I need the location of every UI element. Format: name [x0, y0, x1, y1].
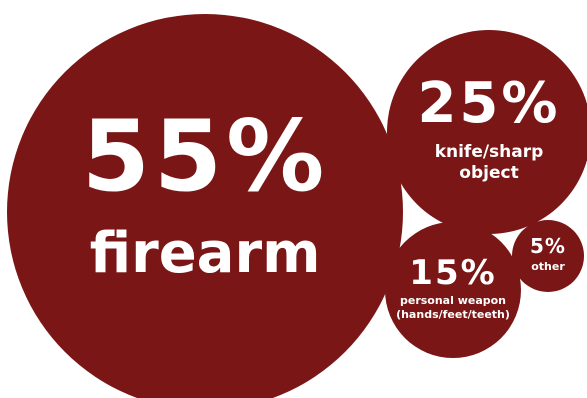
- bubble-label-personal-weapon-line-2: (hands/feet/teeth): [396, 308, 510, 321]
- bubble-label-knife-line-2: object: [459, 163, 518, 183]
- bubble-other: [512, 220, 584, 292]
- bubble-firearm: [7, 14, 403, 398]
- bubble-value-personal-weapon: 15%: [409, 253, 496, 293]
- bubble-value-knife: 25%: [417, 71, 560, 136]
- bubble-label-personal-weapon-line-1: personal weapon: [400, 294, 506, 307]
- bubble-label-other: other: [531, 260, 565, 273]
- bubble-knife: [387, 30, 587, 234]
- bubble-label-firearm: firearm: [90, 221, 321, 286]
- bubble-value-other: 5%: [530, 234, 566, 258]
- bubble-label-knife-line-1: knife/sharp: [435, 142, 544, 162]
- bubble-value-firearm: 55%: [82, 100, 329, 214]
- bubble-personal-weapon: [385, 222, 521, 358]
